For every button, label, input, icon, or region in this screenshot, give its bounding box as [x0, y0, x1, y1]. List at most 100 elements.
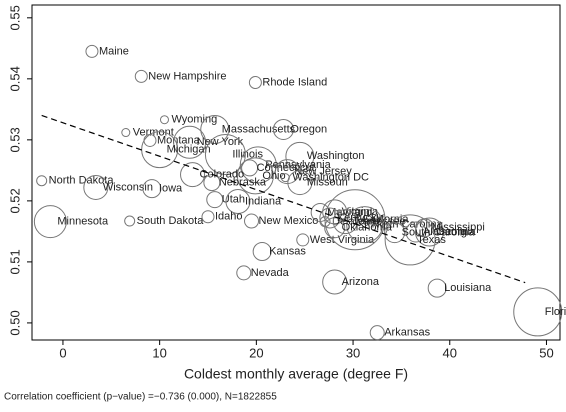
bubble: [322, 269, 348, 295]
x-tick-label: 50: [539, 345, 553, 360]
point-label: Indiana: [245, 195, 282, 207]
bubble: [384, 214, 436, 266]
bubble: [206, 191, 224, 209]
bubble: [236, 157, 274, 195]
point-label: Virginia: [342, 206, 379, 218]
point-label: Missouri: [307, 176, 348, 188]
x-tick-label: 0: [59, 345, 66, 360]
point-label: Idaho: [215, 211, 243, 223]
point-label: New Mexico: [259, 215, 319, 227]
bubble: [134, 69, 148, 83]
point-label: Louisiana: [444, 282, 492, 294]
point-label: Wyoming: [171, 114, 217, 126]
bubble: [274, 159, 300, 185]
point-label: Utah: [222, 194, 245, 206]
bubble: [252, 242, 272, 262]
x-tick-label: 40: [443, 345, 457, 360]
bubble: [405, 221, 427, 243]
bubble: [33, 205, 67, 239]
point-label: New Hampshire: [148, 70, 226, 82]
bubble: [369, 325, 385, 341]
point-label: Michigan: [167, 144, 211, 156]
point-label: North Dakota: [49, 175, 115, 187]
bubble: [121, 128, 131, 138]
bubble: [280, 173, 290, 183]
x-tick-label: 30: [346, 345, 360, 360]
bubble: [236, 265, 252, 281]
point-label: Texas: [417, 234, 446, 246]
point-label: Ohio: [262, 170, 285, 182]
point-label: New York: [197, 136, 244, 148]
point-label: Washington: [307, 150, 365, 162]
bubble: [142, 179, 162, 199]
y-tick-label: 0.51: [7, 249, 22, 274]
y-tick-label: 0.55: [7, 5, 22, 30]
point-label: Tennessee: [352, 216, 405, 228]
point-label: Nevada: [251, 267, 290, 279]
y-tick-label: 0.50: [7, 310, 22, 335]
point-label: Colorado: [200, 169, 245, 181]
bubble: [225, 188, 251, 214]
bubble: [201, 210, 215, 224]
point-label: Mississippi: [432, 222, 485, 234]
x-axis-label: Coldest monthly average (degree F): [184, 366, 408, 382]
y-tick-label: 0.52: [7, 188, 22, 213]
point-label: West Virginia: [310, 234, 375, 246]
bubble: [513, 287, 563, 337]
point-label: Wisconsin: [103, 181, 153, 193]
bubble: [239, 146, 277, 184]
bubble: [346, 206, 384, 244]
bubble: [272, 118, 294, 140]
point-label: Georgia: [436, 226, 476, 238]
bubble: [83, 174, 109, 200]
point-label: Maine: [99, 45, 129, 57]
point-label: Rhode Island: [262, 76, 327, 88]
y-tick-label: 0.54: [7, 66, 22, 91]
bubble: [241, 159, 259, 177]
point-label: South Dakota: [137, 215, 205, 227]
bubble: [244, 213, 260, 229]
bubble: [324, 189, 386, 251]
point-label: Arkansas: [384, 327, 430, 339]
point-label: Iowa: [159, 183, 183, 195]
point-label: Florida: [545, 306, 566, 318]
bubble: [332, 209, 358, 235]
bubble: [287, 170, 313, 196]
bubble: [204, 133, 246, 175]
point-label: Nebraska: [219, 176, 267, 188]
point-label: Delaware: [332, 216, 378, 228]
bubble: [124, 215, 136, 227]
x-tick-label: 20: [249, 345, 263, 360]
bubble: [248, 75, 262, 89]
trend-line: [41, 114, 526, 284]
point-label: South Carolina: [402, 227, 476, 239]
point-label: Montana: [157, 134, 201, 146]
bubble: [384, 222, 406, 244]
bubble: [427, 278, 447, 298]
point-label: Oregon: [290, 123, 327, 135]
point-label: Minnesota: [57, 216, 109, 228]
y-tick-label: 0.53: [7, 127, 22, 152]
bubble: [296, 233, 310, 247]
bubble: [180, 162, 206, 188]
bubble: [200, 114, 230, 144]
point-label: Alabama: [423, 226, 467, 238]
bubble: [173, 125, 207, 159]
point-label: Pennsylvania: [265, 159, 331, 171]
point-label: Arizona: [342, 276, 380, 288]
plot-frame: [31, 4, 561, 341]
point-label: North Carolina: [372, 219, 444, 231]
bubble: [85, 44, 99, 58]
point-label: Massachusetts: [222, 123, 296, 135]
bubble: [322, 199, 348, 225]
bubble: [324, 217, 346, 239]
x-tick-label: 10: [152, 345, 166, 360]
point-label: Maryland: [327, 206, 372, 218]
note: Correlation coefficient (p−value) =−0.73…: [4, 392, 277, 403]
point-label: Washington DC: [292, 172, 369, 184]
bubble: [36, 175, 48, 187]
bubble: [414, 217, 444, 247]
point-label: Kansas: [269, 245, 306, 257]
bubble: [159, 115, 169, 125]
